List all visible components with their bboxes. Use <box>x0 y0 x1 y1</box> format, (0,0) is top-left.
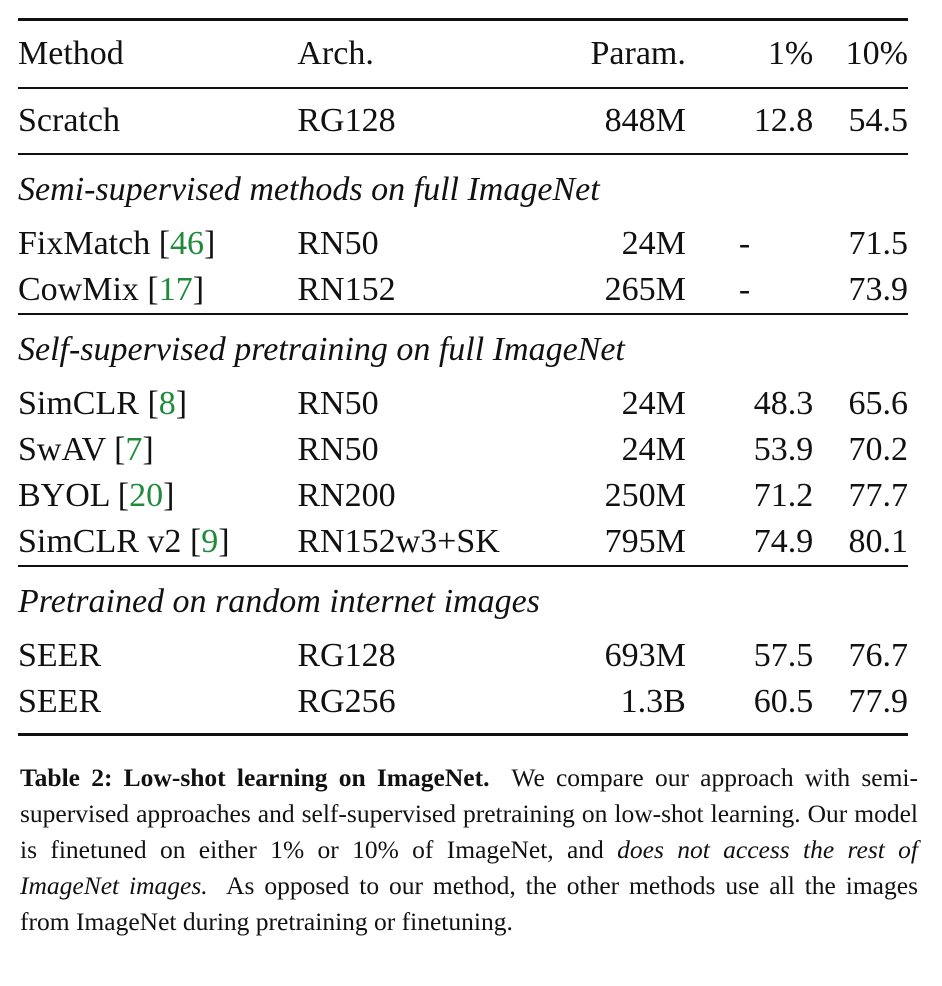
table-section-header: Self-supervised pretraining on full Imag… <box>18 314 908 381</box>
table-row: FixMatch [46] RN50 24M - 71.5 <box>18 221 908 267</box>
caption-text-part2: As opposed to our method, the other meth… <box>20 871 918 936</box>
cell-arch: RN50 <box>297 385 379 422</box>
citation-link[interactable]: 7 <box>125 431 143 468</box>
cell-10pct: 73.9 <box>848 271 909 308</box>
method-name: FixMatch <box>18 225 151 262</box>
method-name: SwAV <box>18 431 106 468</box>
cell-method: SwAV [7] <box>18 431 154 468</box>
section-title: Semi-supervised methods on full ImageNet <box>18 171 600 208</box>
cell-method: SEER <box>18 633 297 679</box>
cell-method: SimCLR v2 [9] <box>18 523 230 560</box>
cell-method: SimCLR [8] <box>18 385 188 422</box>
cell-param: 250M <box>604 477 686 514</box>
column-header-arch: Arch. <box>297 35 374 72</box>
method-name: SEER <box>18 683 102 720</box>
table-row: SimCLR v2 [9] RN152w3+SK 795M 74.9 80.1 <box>18 519 908 566</box>
cell-param: 24M <box>621 225 686 262</box>
cell-arch: RG128 <box>297 102 396 139</box>
table-row: CowMix [17] RN152 265M - 73.9 <box>18 267 908 314</box>
caption-text-part1: We compare our approach with semi-superv… <box>20 763 918 864</box>
cell-10pct: 65.6 <box>848 385 909 422</box>
column-header-param: Param. <box>590 35 686 72</box>
cell-method: SEER <box>18 679 297 735</box>
section-title: Self-supervised pretraining on full Imag… <box>18 331 625 368</box>
cell-param: 24M <box>621 385 686 422</box>
cell-method: CowMix [17] <box>18 271 205 308</box>
cell-param: 24M <box>621 431 686 468</box>
low-shot-results-table: Method Arch. Param. 1% 10% Scratch RG128… <box>18 18 908 736</box>
caption-emphasis: does not access the rest of ImageNet ima… <box>20 835 919 900</box>
cell-param: 848M <box>604 102 686 139</box>
cell-1pct: 60.5 <box>753 683 814 720</box>
cell-10pct: 54.5 <box>848 102 909 139</box>
cell-arch: RG128 <box>297 637 396 674</box>
cell-param: 1.3B <box>620 683 686 720</box>
citation-link[interactable]: 8 <box>158 385 176 422</box>
cell-param: 265M <box>604 271 686 308</box>
column-header-1pct: 1% <box>767 35 814 72</box>
method-name: SimCLR <box>18 385 139 422</box>
citation-link[interactable]: 17 <box>158 271 193 308</box>
table-row-baseline: Scratch RG128 848M 12.8 54.5 <box>18 88 908 154</box>
citation-link[interactable]: 20 <box>129 477 164 514</box>
cell-10pct: 77.7 <box>848 477 909 514</box>
cell-1pct: - <box>738 271 751 308</box>
column-header-method: Method <box>18 35 124 72</box>
section-title: Pretrained on random internet images <box>18 583 540 620</box>
table-row: SEER RG128 693M 57.5 76.7 <box>18 633 908 679</box>
cell-1pct: 12.8 <box>753 102 814 139</box>
method-name: BYOL <box>18 477 110 514</box>
cell-arch: RN50 <box>297 225 379 262</box>
method-name: SimCLR v2 <box>18 523 182 560</box>
caption-label: Table 2: Low-shot learning on ImageNet. <box>20 763 490 792</box>
table-row: SEER RG256 1.3B 60.5 77.9 <box>18 679 908 735</box>
cell-param: 693M <box>604 637 686 674</box>
cell-method: Scratch <box>18 102 120 139</box>
cell-1pct: 71.2 <box>753 477 814 514</box>
cell-1pct: - <box>738 225 751 262</box>
citation-link[interactable]: 46 <box>170 225 205 262</box>
citation-link[interactable]: 9 <box>201 523 219 560</box>
table-section-header: Pretrained on random internet images <box>18 566 908 633</box>
cell-arch: RN50 <box>297 431 379 468</box>
results-table-container: Method Arch. Param. 1% 10% Scratch RG128… <box>18 18 908 736</box>
cell-10pct: 71.5 <box>848 225 909 262</box>
cell-1pct: 74.9 <box>753 523 814 560</box>
cell-method: BYOL [20] <box>18 477 175 514</box>
cell-10pct: 80.1 <box>848 523 909 560</box>
column-header-10pct: 10% <box>845 35 908 72</box>
table-row: BYOL [20] RN200 250M 71.2 77.7 <box>18 473 908 519</box>
table-header-row: Method Arch. Param. 1% 10% <box>18 19 908 89</box>
table-row: SimCLR [8] RN50 24M 48.3 65.6 <box>18 381 908 427</box>
table-section-header: Semi-supervised methods on full ImageNet <box>18 154 908 221</box>
cell-1pct: 48.3 <box>753 385 814 422</box>
table-row: SwAV [7] RN50 24M 53.9 70.2 <box>18 427 908 473</box>
cell-arch: RN152w3+SK <box>297 523 500 560</box>
cell-method: FixMatch [46] <box>18 225 216 262</box>
cell-arch: RG256 <box>297 683 396 720</box>
cell-10pct: 76.7 <box>848 637 909 674</box>
cell-arch: RN152 <box>297 271 396 308</box>
cell-1pct: 57.5 <box>753 637 814 674</box>
cell-1pct: 53.9 <box>753 431 814 468</box>
method-name: CowMix <box>18 271 139 308</box>
cell-arch: RN200 <box>297 477 396 514</box>
cell-param: 795M <box>604 523 686 560</box>
method-name: SEER <box>18 637 102 674</box>
table-caption: Table 2: Low-shot learning on ImageNet. … <box>20 760 918 940</box>
cell-10pct: 77.9 <box>848 683 909 720</box>
cell-10pct: 70.2 <box>848 431 909 468</box>
